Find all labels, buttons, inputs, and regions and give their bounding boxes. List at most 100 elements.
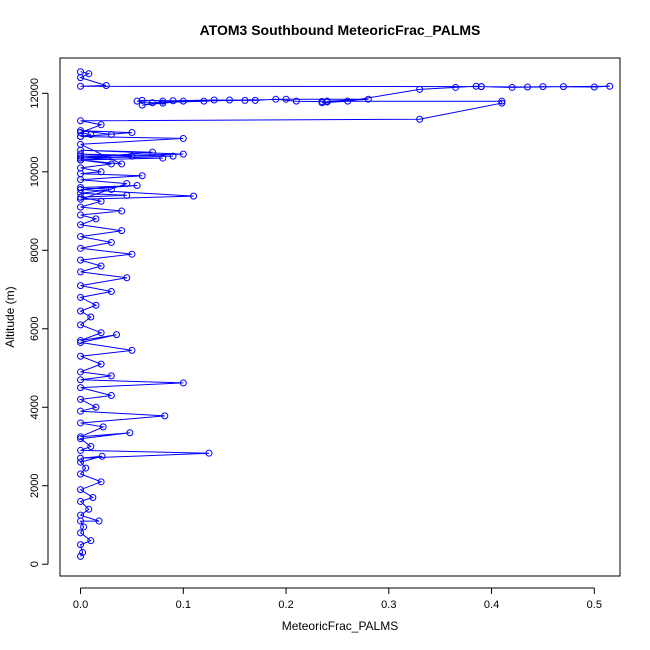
data-point — [169, 152, 177, 160]
data-point — [87, 313, 95, 321]
data-point — [77, 152, 85, 160]
data-point — [92, 301, 100, 309]
x-tick-label: 0.2 — [278, 599, 293, 611]
data-point — [77, 407, 85, 415]
data-point — [77, 233, 85, 241]
data-point — [282, 95, 290, 103]
data-point — [138, 101, 146, 109]
series-line — [78, 71, 610, 557]
data-point — [113, 331, 121, 339]
data-point — [97, 478, 105, 486]
data-point — [97, 262, 105, 270]
data-point — [318, 99, 326, 107]
data-point — [97, 197, 105, 205]
data-point — [148, 148, 156, 156]
data-point — [77, 268, 85, 276]
data-point — [97, 168, 105, 176]
series-layer — [77, 68, 614, 560]
data-point — [364, 95, 372, 103]
data-point — [77, 454, 85, 462]
data-point — [77, 435, 85, 443]
data-point — [179, 150, 187, 158]
data-point — [498, 97, 506, 105]
data-point — [107, 238, 115, 246]
data-point — [292, 97, 300, 105]
data-point — [77, 497, 85, 505]
data-point — [87, 443, 95, 450]
data-point — [128, 346, 136, 354]
data-point — [77, 541, 85, 549]
data-point — [102, 81, 110, 89]
y-tick-label: 12000 — [29, 78, 41, 109]
data-point — [128, 250, 136, 258]
data-point — [77, 470, 85, 478]
data-point — [498, 99, 506, 107]
x-axis: 0.0 0.1 0.2 0.3 0.4 0.5 — [73, 587, 602, 611]
data-point — [323, 98, 331, 106]
data-point — [118, 160, 126, 168]
data-point — [87, 537, 95, 545]
y-tick-label: 0 — [29, 561, 41, 567]
x-tick-label: 0.0 — [73, 599, 88, 611]
data-point — [133, 182, 141, 190]
data-point — [107, 287, 115, 295]
x-tick-label: 0.3 — [381, 599, 396, 611]
data-point — [508, 83, 516, 91]
data-point — [97, 360, 105, 368]
data-point — [77, 339, 85, 347]
data-point — [77, 376, 85, 384]
y-tick-label: 10000 — [29, 157, 41, 188]
data-point — [590, 83, 598, 91]
data-point — [85, 505, 93, 513]
data-point — [77, 384, 85, 392]
data-point — [99, 423, 107, 431]
data-point — [190, 192, 198, 200]
y-tick-label: 4000 — [29, 395, 41, 419]
data-point — [179, 97, 187, 105]
data-point — [77, 164, 85, 172]
data-point — [77, 184, 85, 191]
data-point — [77, 352, 85, 360]
data-point — [77, 511, 85, 519]
data-point — [97, 329, 105, 337]
data-point — [77, 185, 85, 193]
x-tick-label: 0.4 — [484, 599, 499, 611]
data-point — [95, 517, 103, 525]
data-point — [77, 68, 85, 76]
data-point — [118, 207, 126, 215]
data-point — [226, 96, 234, 104]
data-point — [77, 552, 85, 560]
data-point — [77, 446, 85, 454]
data-point — [138, 96, 146, 104]
data-point — [344, 97, 352, 105]
x-tick-label: 0.1 — [176, 599, 191, 611]
data-point — [77, 337, 85, 345]
data-point — [98, 452, 106, 460]
data-point — [241, 96, 249, 104]
data-point — [77, 82, 85, 90]
data-point — [85, 70, 93, 78]
data-point — [416, 85, 424, 93]
data-point — [77, 154, 85, 162]
x-axis-label: MeteoricFrac_PALMS — [282, 619, 398, 633]
data-point — [179, 134, 187, 142]
data-point — [79, 548, 87, 556]
data-point — [559, 83, 567, 91]
data-point — [179, 379, 187, 387]
chart-title: ATOM3 Southbound MeteoricFrac_PALMS — [200, 22, 481, 38]
y-tick-label: 6000 — [29, 317, 41, 341]
data-point — [87, 131, 95, 139]
data-point — [272, 95, 280, 103]
data-point — [89, 494, 97, 502]
data-point — [107, 391, 115, 399]
data-point — [77, 117, 85, 125]
data-point — [107, 131, 115, 139]
data-point — [82, 464, 90, 472]
data-point — [77, 321, 85, 329]
data-point — [77, 458, 85, 466]
data-point — [200, 97, 208, 105]
y-axis: 0 2000 4000 6000 8000 10000 12000 — [29, 78, 49, 567]
data-point — [477, 83, 485, 91]
data-point — [97, 121, 105, 129]
data-point — [77, 211, 85, 219]
